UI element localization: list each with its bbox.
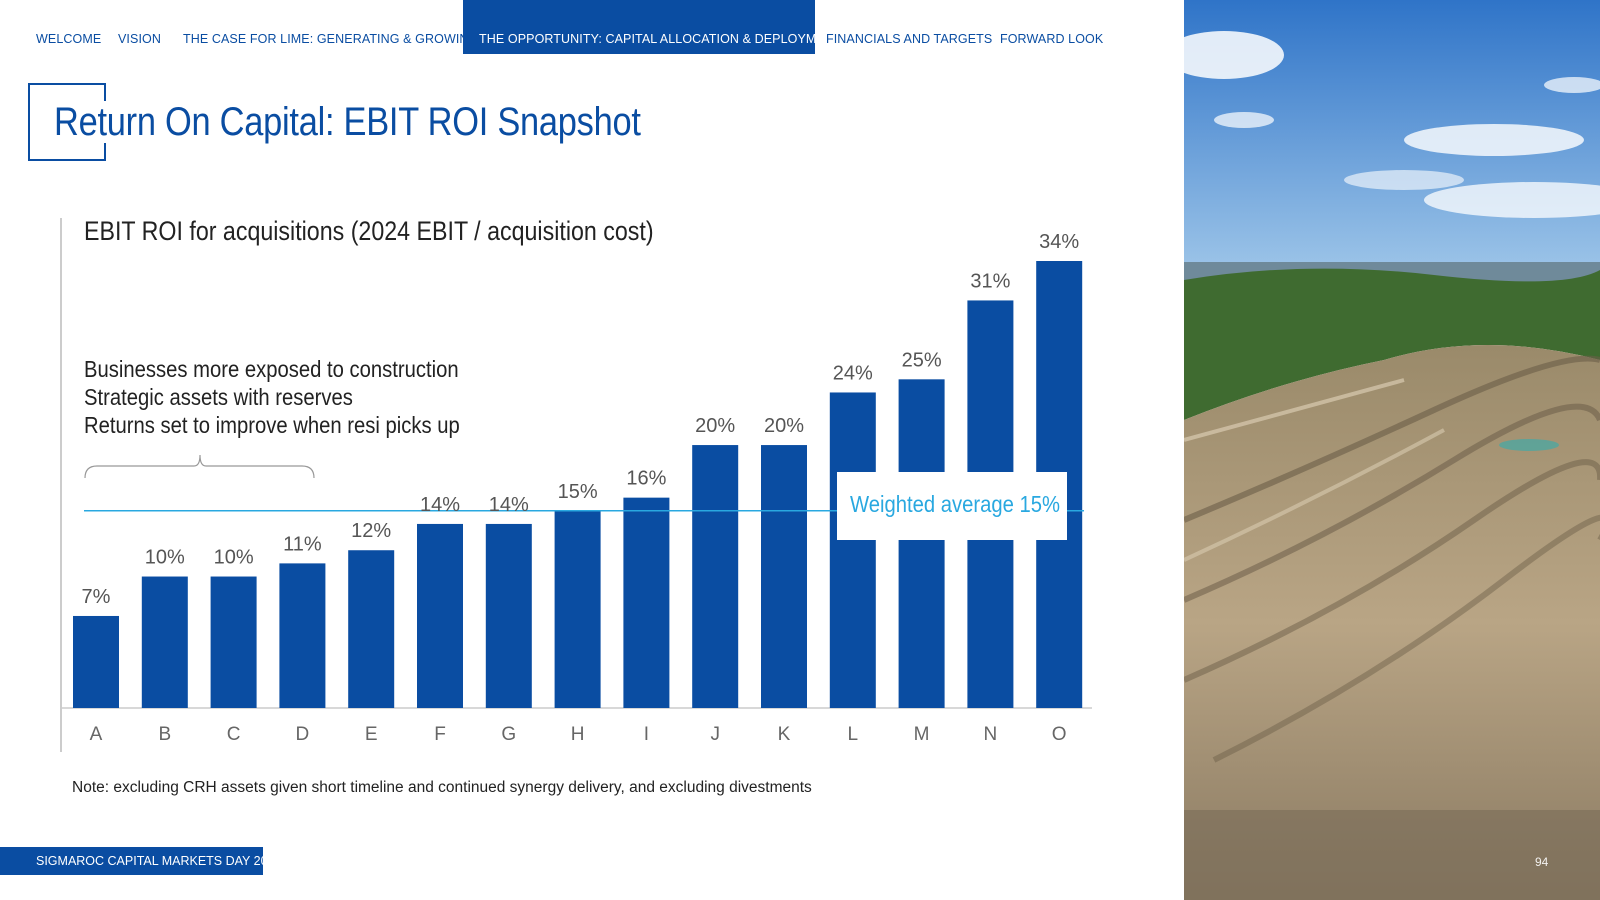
bar-a <box>73 615 119 708</box>
title-bracket-tick-top <box>104 83 106 101</box>
data-label-g: 14% <box>489 494 529 516</box>
tick-label-i: I <box>644 724 649 745</box>
tick-label-g: G <box>501 724 516 745</box>
tick-label-j: J <box>710 724 720 745</box>
nav-tab-case-for-lime[interactable]: THE CASE FOR LIME: GENERATING & GROWING … <box>183 32 507 46</box>
data-label-b: 10% <box>145 547 185 569</box>
tick-label-k: K <box>778 724 791 745</box>
annotation-reserves: Strategic assets with reserves <box>84 384 353 410</box>
title-bracket <box>28 83 106 161</box>
data-label-d: 11% <box>283 533 322 555</box>
footnote: Note: excluding CRH assets given short t… <box>72 779 812 796</box>
quarry-photo <box>1184 0 1600 900</box>
nav-tab-opportunity[interactable]: THE OPPORTUNITY: CAPITAL ALLOCATION & DE… <box>463 0 842 54</box>
nav-tab-welcome[interactable]: WELCOME <box>36 32 102 46</box>
tick-label-e: E <box>365 724 378 745</box>
top-navigation: WELCOME VISION THE CASE FOR LIME: GENERA… <box>0 0 1184 54</box>
bar-j <box>692 445 739 708</box>
page-number: 94 <box>1535 855 1549 869</box>
data-label-k: 20% <box>764 415 804 437</box>
bar-i <box>623 497 670 708</box>
tick-label-b: B <box>158 724 171 745</box>
data-label-i: 16% <box>626 468 666 490</box>
nav-tab-forward-look[interactable]: FORWARD LOOK <box>1000 32 1104 46</box>
bar-l <box>829 392 876 708</box>
tick-label-o: O <box>1052 724 1067 745</box>
tick-label-d: D <box>296 724 310 745</box>
data-label-h: 15% <box>558 481 598 503</box>
bar-e <box>348 550 395 708</box>
bar-c <box>210 576 257 708</box>
tick-label-h: H <box>571 724 585 745</box>
chart-title: EBIT ROI for acquisitions (2024 EBIT / a… <box>84 216 654 246</box>
bar-g <box>485 523 532 708</box>
tick-label-c: C <box>227 724 241 745</box>
data-label-l: 24% <box>833 362 873 384</box>
data-label-f: 14% <box>420 494 460 516</box>
tick-label-f: F <box>434 724 446 745</box>
tick-label-l: L <box>848 724 859 745</box>
data-label-m: 25% <box>902 349 942 371</box>
tick-label-a: A <box>90 724 103 745</box>
annotation-resi: Returns set to improve when resi picks u… <box>84 412 460 438</box>
bar-f <box>417 523 463 708</box>
annotation-construction: Businesses more exposed to construction <box>84 356 459 382</box>
data-label-o: 34% <box>1039 231 1079 253</box>
nav-tab-vision[interactable]: VISION <box>118 32 161 46</box>
page-title: Return On Capital: EBIT ROI Snapshot <box>54 100 641 144</box>
bar-b <box>141 576 188 708</box>
bar-chart: 7% A 10% B 10% C 11% D 12% E 14% F 14% G 15% H 16% I 20% J 2… <box>60 218 1092 752</box>
bar-h <box>554 510 601 708</box>
nav-tab-financials[interactable]: FINANCIALS AND TARGETS <box>826 32 993 46</box>
data-label-j: 20% <box>695 415 735 437</box>
annotation-brace <box>84 454 315 479</box>
bar-m <box>898 379 945 708</box>
data-label-a: 7% <box>82 586 111 608</box>
bar-k <box>761 445 807 708</box>
data-label-e: 12% <box>351 520 391 542</box>
tick-label-n: N <box>984 724 998 745</box>
labels-group: 7% A 10% B 10% C 11% D 12% E 14% F 14% G 15% H 16% I 20% J 2… <box>82 231 1080 745</box>
data-label-c: 10% <box>214 547 254 569</box>
weighted-average-label: Weighted average 15% <box>850 491 1061 517</box>
footer-event-label: SIGMAROC CAPITAL MARKETS DAY 2025 <box>0 847 281 875</box>
data-label-n: 31% <box>970 270 1010 292</box>
weighted-average-box <box>837 472 1067 540</box>
quarry-photo-illustration <box>1184 0 1600 900</box>
tick-label-m: M <box>914 724 930 745</box>
bar-d <box>279 563 326 708</box>
title-bracket-tick-bottom <box>104 143 106 161</box>
